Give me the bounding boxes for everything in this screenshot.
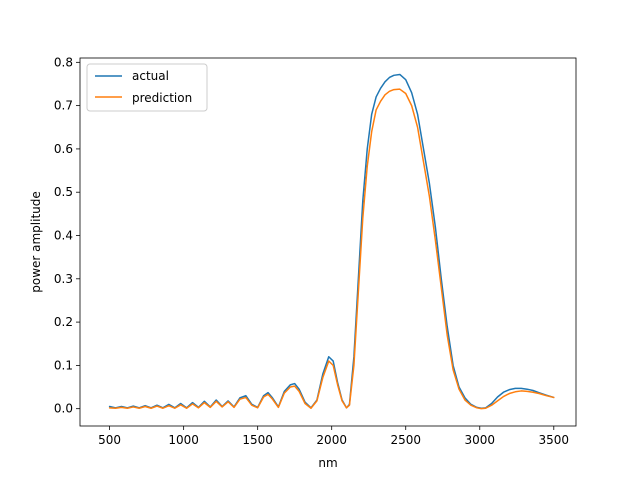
x-tick-label: 2000 — [316, 433, 347, 447]
x-tick-label: 500 — [98, 433, 121, 447]
y-tick-label: 0.3 — [54, 272, 73, 286]
legend-label-prediction: prediction — [132, 91, 192, 105]
y-tick-label: 0.8 — [54, 55, 73, 69]
y-axis-label: power amplitude — [29, 191, 43, 293]
y-tick-label: 0.4 — [54, 229, 73, 243]
series-line-prediction — [108, 88, 555, 410]
plot-area — [80, 58, 576, 426]
plot-background — [80, 58, 576, 426]
x-tick-label: 2500 — [390, 433, 421, 447]
x-axis-label: nm — [318, 456, 337, 470]
y-tick-label: 0.2 — [54, 315, 73, 329]
x-axis: 500 1000 1500 2000 2500 3000 3500 — [98, 426, 569, 447]
y-tick-label: 0.5 — [54, 185, 73, 199]
legend-label-actual: actual — [132, 69, 169, 83]
x-tick-label: 3000 — [464, 433, 495, 447]
x-tick-label: 1500 — [242, 433, 273, 447]
legend: actual prediction — [86, 63, 208, 112]
x-tick-label: 3500 — [539, 433, 570, 447]
series-layer — [108, 73, 555, 410]
y-tick-label: 0.0 — [54, 402, 73, 416]
y-tick-label: 0.6 — [54, 142, 73, 156]
y-tick-label: 0.7 — [54, 99, 73, 113]
y-axis: 0.0 0.1 0.2 0.3 0.4 0.5 0.6 0.7 0.8 — [54, 55, 80, 416]
x-tick-label: 1000 — [168, 433, 199, 447]
plot-frame — [79, 57, 577, 427]
y-tick-label: 0.1 — [54, 358, 73, 372]
